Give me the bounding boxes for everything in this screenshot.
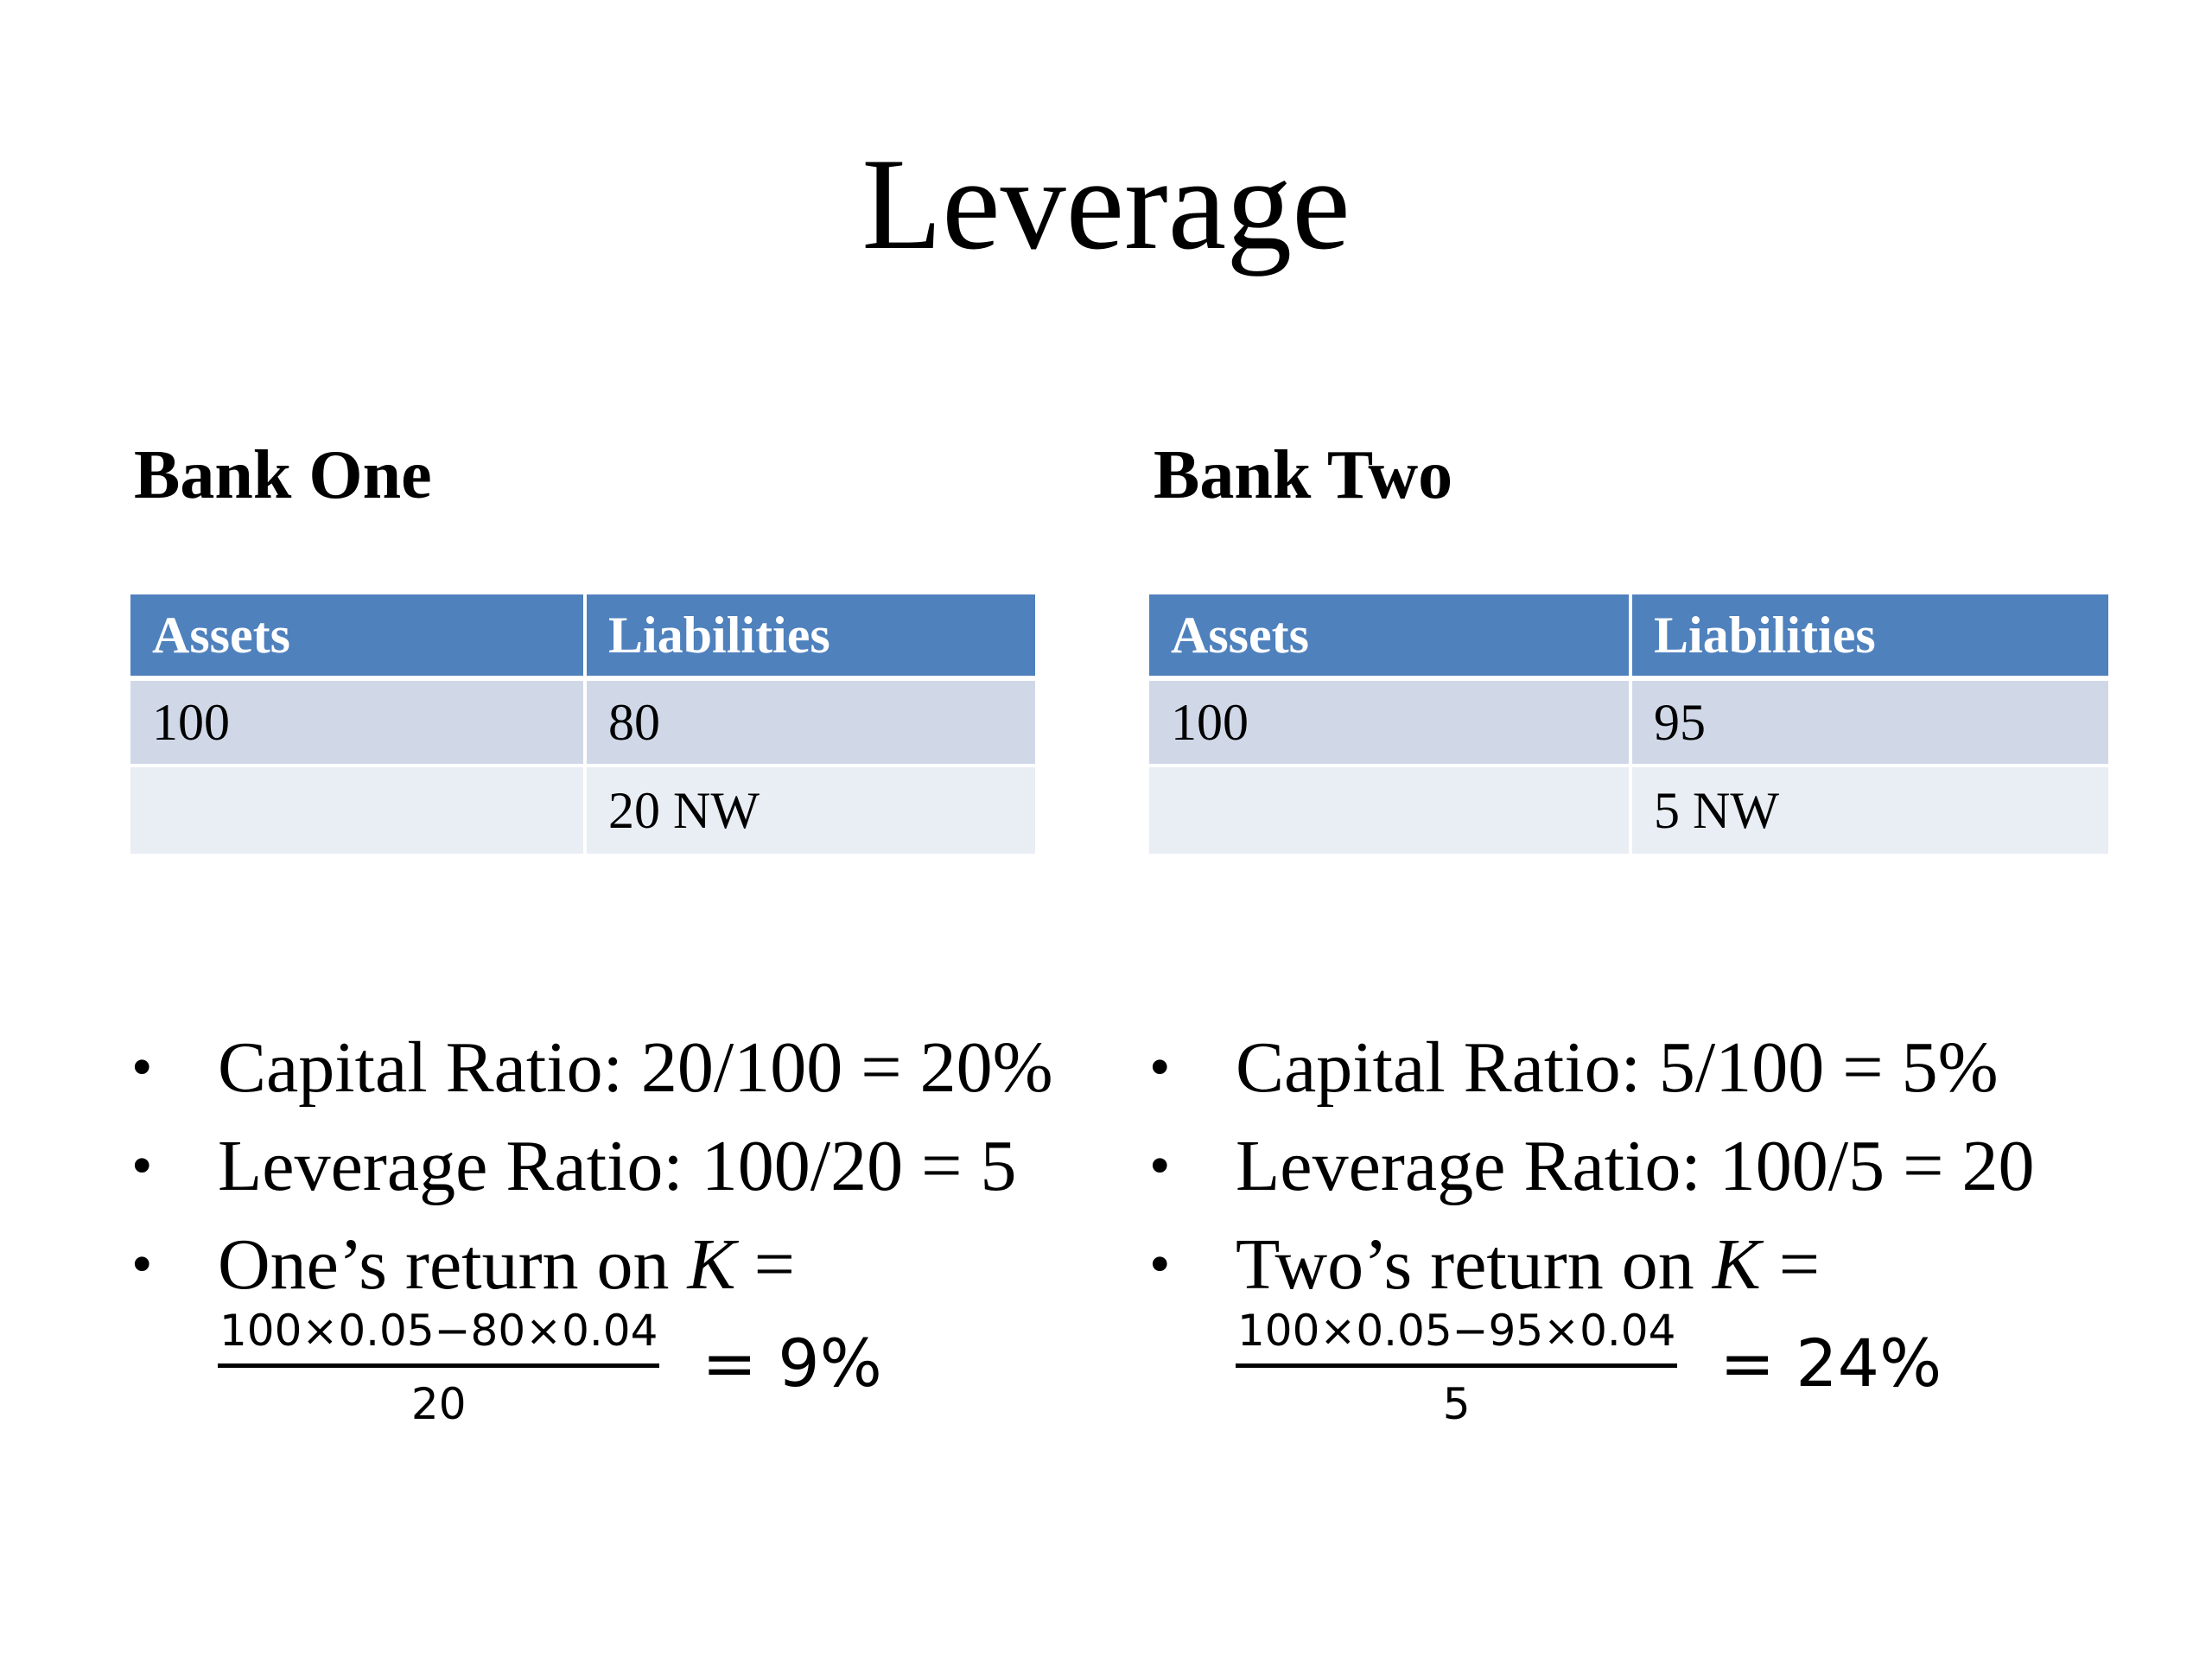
fraction-denominator: 20 [410, 1379, 467, 1429]
bullet-icon: • [131, 1034, 153, 1101]
capital-ratio-text: Capital Ratio: 20/100 = 20% [218, 1027, 1053, 1108]
fraction-numerator: 100×0.05−95×0.04 [1236, 1305, 1678, 1368]
return-equals: = [735, 1224, 795, 1305]
assets-cell: 100 [1149, 681, 1629, 767]
liabilities-header: Liabilities [1629, 594, 2108, 681]
bank-one-heading: Bank One [134, 437, 432, 513]
fraction-numerator: 100×0.05−80×0.04 [218, 1305, 660, 1368]
table-row: 100 80 [130, 681, 1035, 767]
table-row: 20 NW [130, 767, 1035, 854]
capital-ratio-text: Capital Ratio: 5/100 = 5% [1236, 1027, 1999, 1108]
bank-one-balance-sheet: Assets Liabilities 100 80 20 NW [130, 594, 1035, 854]
return-result: = 24% [1719, 1324, 1942, 1402]
list-item: • Capital Ratio: 5/100 = 5% [1149, 1028, 2177, 1108]
bank-two-balance-sheet: Assets Liabilities 100 95 5 NW [1149, 594, 2108, 854]
slide-title: Leverage [861, 131, 1351, 276]
list-item: • One’s return on K = 100×0.05−80×0.04 2… [131, 1225, 1099, 1434]
leverage-ratio-text: Leverage Ratio: 100/5 = 20 [1236, 1126, 2035, 1206]
liabilities-cell: 80 [583, 681, 1035, 767]
fraction-denominator: 5 [1442, 1379, 1471, 1429]
return-result: = 9% [702, 1324, 882, 1402]
bullet-icon: • [1149, 1231, 1171, 1298]
assets-cell [130, 767, 583, 854]
table-row: 100 95 [1149, 681, 2108, 767]
list-item: • Leverage Ratio: 100/5 = 20 [1149, 1127, 2177, 1206]
return-formula: 100×0.05−80×0.04 20 = 9% [218, 1305, 1099, 1434]
bank-two-heading: Bank Two [1154, 437, 1453, 513]
bullet-icon: • [131, 1133, 153, 1199]
bank-two-bullet-list: • Capital Ratio: 5/100 = 5% • Leverage R… [1149, 1028, 2177, 1453]
bullet-icon: • [1149, 1133, 1171, 1199]
return-on-k-label: Two’s return on K = [1236, 1224, 1820, 1305]
bullet-icon: • [131, 1231, 153, 1298]
liabilities-header: Liabilities [583, 594, 1035, 681]
table-header-row: Assets Liabilities [130, 594, 1035, 681]
liabilities-cell: 95 [1629, 681, 2108, 767]
return-on-k-label: One’s return on K = [218, 1224, 795, 1305]
assets-cell: 100 [130, 681, 583, 767]
assets-cell [1149, 767, 1629, 854]
table-header-row: Assets Liabilities [1149, 594, 2108, 681]
bank-one-bullet-list: • Capital Ratio: 20/100 = 20% • Leverage… [131, 1028, 1099, 1453]
return-fraction: 100×0.05−95×0.04 5 [1236, 1305, 1678, 1430]
return-fraction: 100×0.05−80×0.04 20 [218, 1305, 660, 1430]
bullet-icon: • [1149, 1034, 1171, 1101]
return-variable: K [1712, 1224, 1761, 1305]
list-item: • Leverage Ratio: 100/20 = 5 [131, 1127, 1099, 1206]
table-row: 5 NW [1149, 767, 2108, 854]
return-equals: = [1760, 1224, 1821, 1305]
return-prefix: One’s return on [218, 1224, 688, 1305]
return-variable: K [687, 1224, 736, 1305]
leverage-ratio-text: Leverage Ratio: 100/20 = 5 [218, 1126, 1017, 1206]
assets-header: Assets [130, 594, 583, 681]
assets-header: Assets [1149, 594, 1629, 681]
list-item: • Capital Ratio: 20/100 = 20% [131, 1028, 1099, 1108]
liabilities-cell: 20 NW [583, 767, 1035, 854]
return-prefix: Two’s return on [1236, 1224, 1713, 1305]
liabilities-cell: 5 NW [1629, 767, 2108, 854]
return-formula: 100×0.05−95×0.04 5 = 24% [1236, 1305, 2177, 1434]
list-item: • Two’s return on K = 100×0.05−95×0.04 5… [1149, 1225, 2177, 1434]
